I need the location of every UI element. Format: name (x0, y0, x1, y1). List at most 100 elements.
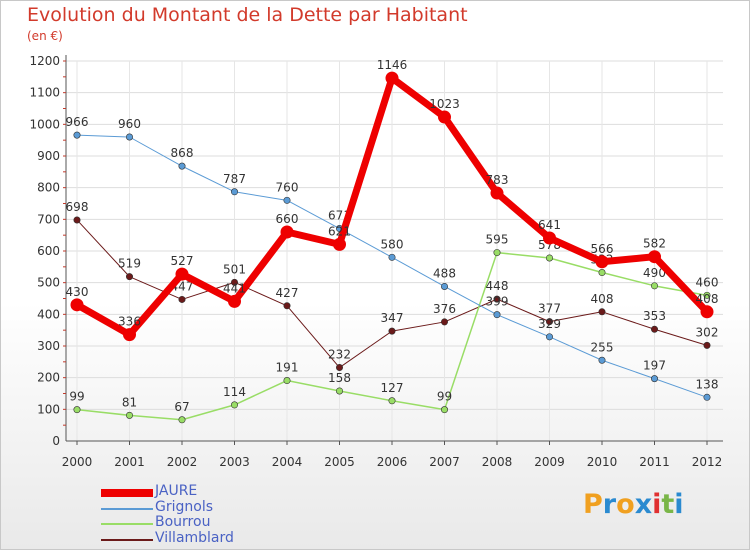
data-point-jaure (438, 110, 451, 124)
data-point-bourrou (493, 249, 501, 257)
data-point-grignols (598, 356, 606, 364)
data-label-grignols: 255 (591, 340, 614, 354)
legend-swatch (101, 538, 153, 541)
y-tick-label: 500 (37, 276, 60, 290)
logo-letter: r (602, 489, 617, 520)
data-label-bourrou: 99 (437, 390, 452, 404)
x-tick-label: 2007 (429, 455, 460, 469)
x-tick-label: 2000 (62, 455, 93, 469)
data-label-bourrou: 158 (328, 371, 351, 385)
data-point-villamblard (335, 364, 343, 372)
data-point-villamblard (650, 325, 658, 333)
data-label-villamblard: 519 (118, 257, 141, 271)
data-label-villamblard: 353 (643, 309, 666, 323)
y-tick-label: 900 (37, 149, 60, 163)
data-label-villamblard: 448 (486, 279, 509, 293)
x-tick-label: 2002 (167, 455, 198, 469)
data-point-jaure (595, 255, 609, 269)
data-point-villamblard (283, 302, 291, 310)
y-tick-label: 800 (37, 181, 60, 195)
data-point-bourrou (440, 406, 448, 414)
data-point-jaure (123, 328, 136, 342)
data-point-villamblard (545, 318, 553, 326)
y-tick-label: 1000 (29, 117, 60, 131)
x-tick-label: 2001 (114, 455, 145, 469)
data-label-villamblard: 501 (223, 262, 246, 276)
logo-letter: x (634, 489, 653, 520)
data-label-villamblard: 347 (381, 311, 404, 325)
data-point-jaure (700, 305, 714, 319)
legend-swatch (101, 507, 153, 510)
data-point-bourrou (283, 377, 291, 385)
data-label-jaure: 641 (538, 218, 561, 232)
x-tick-label: 2010 (587, 455, 618, 469)
logo-letter: P (583, 489, 603, 520)
data-label-villamblard: 376 (433, 302, 456, 316)
x-tick-label: 2008 (482, 455, 513, 469)
logo-letter: i (674, 489, 684, 520)
legend-swatch (101, 523, 153, 525)
data-label-grignols: 197 (643, 359, 666, 373)
data-point-grignols (73, 131, 81, 139)
data-label-grignols: 966 (66, 115, 89, 129)
data-point-villamblard (178, 295, 186, 303)
data-label-jaure: 527 (171, 254, 194, 268)
data-label-grignols: 399 (486, 295, 509, 309)
data-label-jaure: 408 (696, 292, 719, 306)
data-point-bourrou (126, 411, 134, 419)
y-tick-label: 600 (37, 244, 60, 258)
data-label-jaure: 783 (486, 173, 509, 187)
data-label-bourrou: 114 (223, 385, 246, 399)
data-label-villamblard: 408 (591, 292, 614, 306)
legend-label: JAURE (155, 483, 198, 499)
data-label-grignols: 787 (223, 172, 246, 186)
data-label-villamblard: 377 (538, 302, 561, 316)
data-point-villamblard (598, 308, 606, 316)
data-label-bourrou: 460 (696, 275, 719, 289)
legend-label: Villamblard (155, 529, 234, 546)
data-point-jaure (543, 231, 556, 245)
data-label-grignols: 580 (381, 237, 404, 251)
data-point-villamblard (703, 341, 711, 349)
data-label-villamblard: 302 (696, 325, 719, 339)
data-label-jaure: 621 (328, 224, 351, 238)
x-tick-label: 2006 (377, 455, 408, 469)
data-label-grignols: 138 (696, 377, 719, 391)
data-point-jaure (70, 298, 84, 312)
x-tick-label: 2005 (324, 455, 355, 469)
data-point-villamblard (493, 295, 501, 303)
data-point-jaure (280, 225, 294, 239)
proxiti-logo: Proxiti (583, 489, 684, 520)
data-label-jaure: 566 (591, 242, 614, 256)
data-point-bourrou (703, 291, 711, 299)
chart-subtitle: (en €) (27, 29, 63, 43)
data-point-grignols (703, 393, 711, 401)
y-tick-label: 1100 (29, 86, 60, 100)
data-label-bourrou: 81 (122, 395, 137, 409)
logo-letter: i (652, 489, 662, 520)
data-label-bourrou: 127 (381, 381, 404, 395)
data-point-grignols (440, 282, 448, 290)
y-tick-label: 100 (37, 402, 60, 416)
data-point-bourrou (388, 397, 396, 405)
data-point-grignols (178, 162, 186, 170)
data-label-jaure: 1023 (429, 97, 460, 111)
data-point-villamblard (440, 318, 448, 326)
data-label-grignols: 960 (118, 117, 141, 131)
data-label-jaure: 1146 (377, 58, 408, 72)
data-label-bourrou: 595 (486, 233, 509, 247)
data-point-jaure (490, 186, 504, 200)
data-point-villamblard (231, 278, 239, 286)
data-label-jaure: 660 (276, 212, 299, 226)
legend-label: Bourrou (155, 514, 211, 530)
data-point-jaure (175, 267, 189, 281)
data-label-villamblard: 698 (66, 200, 89, 214)
y-tick-label: 300 (37, 339, 60, 353)
data-point-grignols (388, 253, 396, 261)
data-label-grignols: 329 (538, 317, 561, 331)
data-label-jaure: 430 (66, 285, 89, 299)
legend-label: Grignols (155, 498, 214, 515)
y-tick-label: 400 (37, 307, 60, 321)
data-point-bourrou (231, 401, 239, 409)
